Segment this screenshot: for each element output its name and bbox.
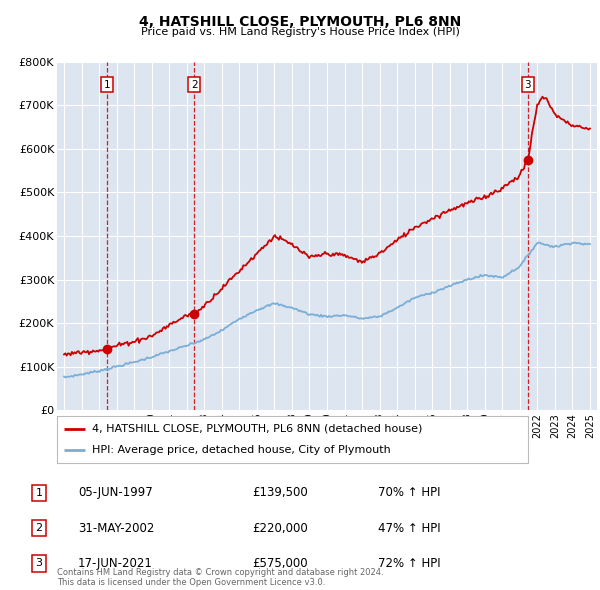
Text: 3: 3 — [524, 80, 531, 90]
Text: 2: 2 — [35, 523, 43, 533]
Text: HPI: Average price, detached house, City of Plymouth: HPI: Average price, detached house, City… — [92, 445, 391, 455]
Text: Contains HM Land Registry data © Crown copyright and database right 2024.
This d: Contains HM Land Registry data © Crown c… — [57, 568, 383, 587]
Text: Price paid vs. HM Land Registry's House Price Index (HPI): Price paid vs. HM Land Registry's House … — [140, 27, 460, 37]
Text: 72% ↑ HPI: 72% ↑ HPI — [378, 557, 440, 570]
Text: 3: 3 — [35, 559, 43, 568]
Text: 4, HATSHILL CLOSE, PLYMOUTH, PL6 8NN: 4, HATSHILL CLOSE, PLYMOUTH, PL6 8NN — [139, 15, 461, 29]
Text: 4, HATSHILL CLOSE, PLYMOUTH, PL6 8NN (detached house): 4, HATSHILL CLOSE, PLYMOUTH, PL6 8NN (de… — [92, 424, 422, 434]
Text: 1: 1 — [35, 488, 43, 497]
Text: £575,000: £575,000 — [252, 557, 308, 570]
Text: 47% ↑ HPI: 47% ↑ HPI — [378, 522, 440, 535]
Text: £220,000: £220,000 — [252, 522, 308, 535]
Text: 31-MAY-2002: 31-MAY-2002 — [78, 522, 154, 535]
Text: 70% ↑ HPI: 70% ↑ HPI — [378, 486, 440, 499]
Text: £139,500: £139,500 — [252, 486, 308, 499]
Text: 1: 1 — [103, 80, 110, 90]
Text: 17-JUN-2021: 17-JUN-2021 — [78, 557, 153, 570]
Text: 2: 2 — [191, 80, 197, 90]
Text: 05-JUN-1997: 05-JUN-1997 — [78, 486, 153, 499]
